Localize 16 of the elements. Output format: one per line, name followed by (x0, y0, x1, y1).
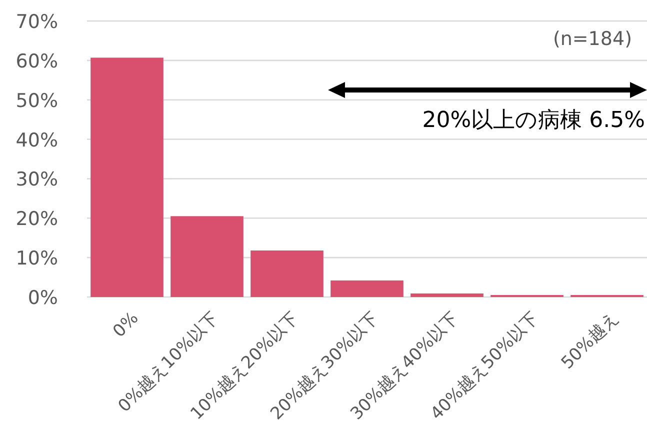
bar (410, 293, 484, 297)
y-tick-label: 50% (16, 90, 58, 112)
annotation: (n=184) (552, 28, 632, 50)
bar (170, 216, 244, 297)
y-tick-label: 20% (16, 208, 58, 230)
y-tick-label: 30% (16, 168, 58, 191)
y-tick-label: 60% (16, 50, 58, 72)
y-tick-label: 70% (16, 11, 58, 33)
bar (330, 280, 404, 297)
bar (250, 250, 324, 297)
x-tick-label: 0% (109, 308, 143, 342)
annotation: 20%以上の病棟 6.5% (422, 108, 645, 133)
y-tick-label: 0% (28, 287, 58, 309)
y-tick-label: 40% (16, 129, 58, 152)
y-tick-label: 10% (16, 248, 58, 270)
bar (90, 58, 164, 297)
